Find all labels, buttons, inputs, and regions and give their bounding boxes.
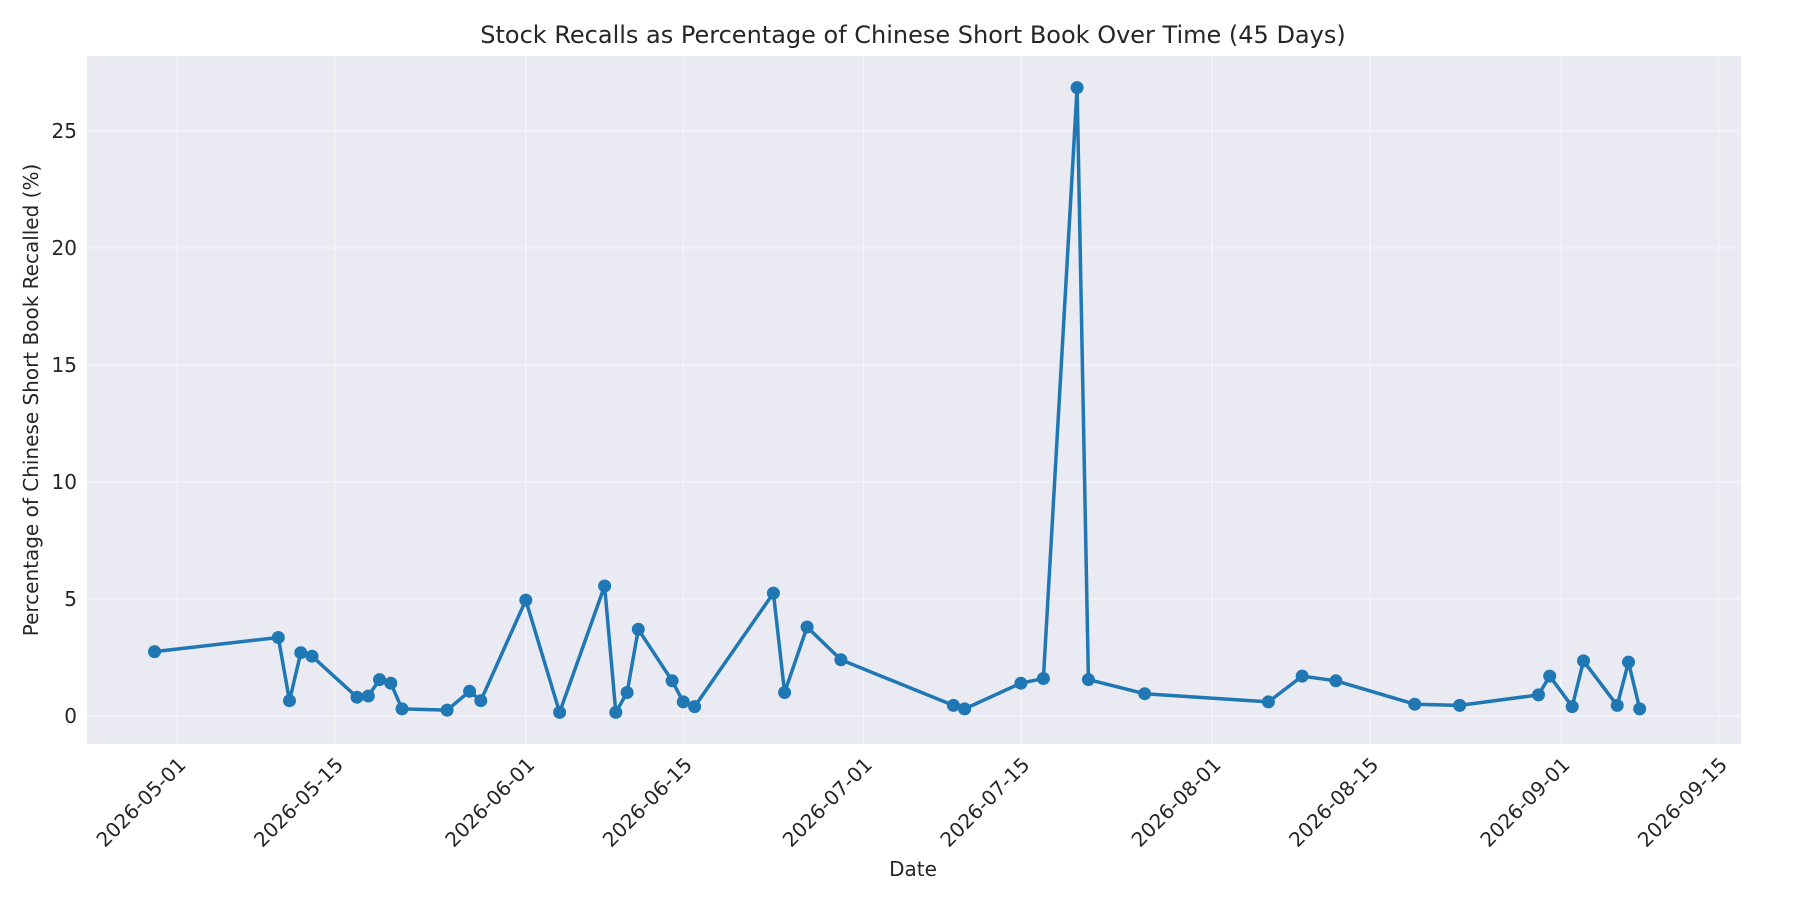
y-tick-label: 5 xyxy=(64,587,77,611)
x-tick-label: 2026-08-15 xyxy=(1284,753,1383,852)
data-point xyxy=(305,649,319,663)
data-point xyxy=(620,686,634,699)
data-point xyxy=(440,703,454,717)
data-point xyxy=(361,689,375,703)
data-point xyxy=(946,698,960,712)
data-point xyxy=(958,702,972,716)
data-point xyxy=(148,645,161,659)
data-point xyxy=(271,631,285,644)
x-tick-label: 2026-05-15 xyxy=(249,753,348,852)
data-point xyxy=(1295,669,1309,683)
x-axis-label: Date xyxy=(889,857,937,881)
data-point xyxy=(1036,672,1050,685)
data-point xyxy=(1532,688,1545,702)
x-tick-label: 2026-09-15 xyxy=(1633,753,1732,852)
x-tick-label: 2026-06-15 xyxy=(598,753,697,852)
data-point xyxy=(1261,695,1275,709)
data-point xyxy=(1081,673,1095,687)
grid xyxy=(87,56,1741,744)
data-point xyxy=(800,620,814,634)
data-point xyxy=(631,622,645,636)
y-tick-label: 15 xyxy=(52,353,77,377)
x-tick-label: 2026-07-01 xyxy=(778,753,877,852)
data-point xyxy=(1453,698,1467,712)
data-point xyxy=(519,593,533,607)
data-point xyxy=(766,586,780,600)
x-tick-label: 2026-09-01 xyxy=(1475,753,1574,852)
data-point xyxy=(553,705,567,719)
series-layer xyxy=(148,81,1647,719)
data-point xyxy=(384,676,398,690)
data-point xyxy=(1408,697,1422,711)
data-point xyxy=(1622,655,1635,669)
data-point xyxy=(609,705,623,719)
data-point xyxy=(1014,676,1028,690)
data-point xyxy=(665,674,679,688)
y-tick-label: 20 xyxy=(52,236,77,260)
data-point xyxy=(834,653,848,667)
data-point xyxy=(1138,687,1152,701)
x-tick-label: 2026-08-01 xyxy=(1127,753,1226,852)
data-point xyxy=(474,694,488,708)
data-point xyxy=(395,702,409,716)
data-point xyxy=(1565,700,1579,714)
x-tick-label: 2026-06-01 xyxy=(440,753,539,852)
data-point xyxy=(1610,698,1624,712)
y-tick-labels: 0 5 10 15 20 25 xyxy=(52,119,77,728)
y-tick-label: 25 xyxy=(52,119,77,143)
y-axis-label: Percentage of Chinese Short Book Recalle… xyxy=(19,164,43,637)
data-point xyxy=(598,579,612,593)
data-point xyxy=(1577,654,1590,668)
data-point xyxy=(463,684,477,698)
data-point xyxy=(1329,674,1343,688)
x-tick-labels: 2026-05-01 2026-05-15 2026-06-01 2026-06-15… xyxy=(91,753,1732,852)
plot-background xyxy=(87,56,1741,744)
data-point xyxy=(294,646,308,660)
x-tick-label: 2026-07-15 xyxy=(935,753,1034,852)
y-tick-label: 0 xyxy=(64,704,77,728)
data-point xyxy=(1070,81,1084,95)
data-point xyxy=(373,673,386,687)
data-point xyxy=(676,695,690,709)
y-tick-label: 10 xyxy=(52,470,77,494)
data-point xyxy=(1633,702,1647,716)
x-tick-label: 2026-05-01 xyxy=(91,753,190,852)
data-point xyxy=(283,694,296,708)
data-point xyxy=(688,700,702,714)
data-point xyxy=(350,690,364,704)
data-point xyxy=(1543,669,1557,683)
data-point xyxy=(778,686,792,699)
chart-title: Stock Recalls as Percentage of Chinese S… xyxy=(480,21,1345,49)
